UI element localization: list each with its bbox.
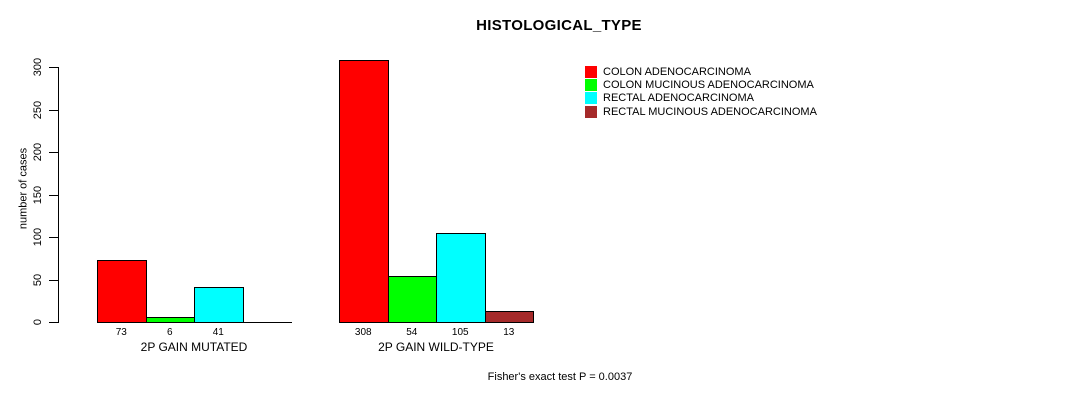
bar-rectal-adenocarcinoma xyxy=(436,233,486,323)
legend-item: COLON MUCINOUS ADENOCARCINOMA xyxy=(585,78,817,92)
legend-swatch xyxy=(585,79,597,92)
bar-value-label: 41 xyxy=(212,327,224,338)
legend: COLON ADENOCARCINOMA COLON MUCINOUS ADENO… xyxy=(585,65,817,119)
bar-value-label: 54 xyxy=(406,327,418,338)
y-tick-label: 50 xyxy=(32,273,44,286)
y-axis-tick xyxy=(49,152,58,153)
y-axis-tick xyxy=(49,322,58,323)
bar-value-label: 105 xyxy=(451,327,469,338)
x-axis-baseline xyxy=(339,322,534,323)
y-tick-label: 0 xyxy=(32,318,44,326)
bar-value-label: 13 xyxy=(503,327,515,338)
y-axis-tick xyxy=(49,109,58,111)
legend-swatch xyxy=(585,92,597,105)
y-tick-label: 150 xyxy=(32,185,44,204)
legend-label: RECTAL MUCINOUS ADENOCARCINOMA xyxy=(603,105,817,118)
bar-value-label: 73 xyxy=(115,327,127,338)
legend-swatch xyxy=(585,65,597,78)
y-tick-label: 250 xyxy=(32,100,44,119)
bar-colon-adenocarcinoma xyxy=(339,60,389,323)
chart-title: HISTOLOGICAL_TYPE xyxy=(476,17,642,34)
legend-swatch xyxy=(585,105,597,118)
bar-value-label: 308 xyxy=(354,327,372,338)
legend-item: RECTAL ADENOCARCINOMA xyxy=(585,92,817,105)
legend-item: COLON ADENOCARCINOMA xyxy=(585,65,817,78)
legend-label: COLON ADENOCARCINOMA xyxy=(603,65,751,78)
y-tick-label: 200 xyxy=(32,142,44,162)
group-label: 2P GAIN WILD-TYPE xyxy=(378,340,494,354)
y-axis-line xyxy=(58,67,59,323)
bar-value-label: 6 xyxy=(166,327,173,338)
y-tick-label: 300 xyxy=(32,57,44,77)
legend-item: RECTAL MUCINOUS ADENOCARCINOMA xyxy=(585,105,817,118)
y-axis-tick xyxy=(49,237,58,238)
y-axis-tick xyxy=(49,194,58,196)
x-axis-baseline xyxy=(97,322,292,323)
y-axis-tick xyxy=(49,279,58,281)
legend-label: COLON MUCINOUS ADENOCARCINOMA xyxy=(603,79,814,92)
y-axis-label: number of cases xyxy=(17,147,30,230)
y-tick-label: 100 xyxy=(32,227,44,247)
legend-label: RECTAL ADENOCARCINOMA xyxy=(603,92,754,105)
bar-rectal-adenocarcinoma xyxy=(194,287,244,323)
bar-colon-adenocarcinoma xyxy=(97,260,147,323)
y-axis-tick xyxy=(49,67,58,68)
footnote-text: Fisher's exact test P = 0.0037 xyxy=(487,371,633,383)
group-label: 2P GAIN MUTATED xyxy=(140,340,248,354)
bar-colon-mucinous-adenocarcinoma xyxy=(387,276,437,323)
